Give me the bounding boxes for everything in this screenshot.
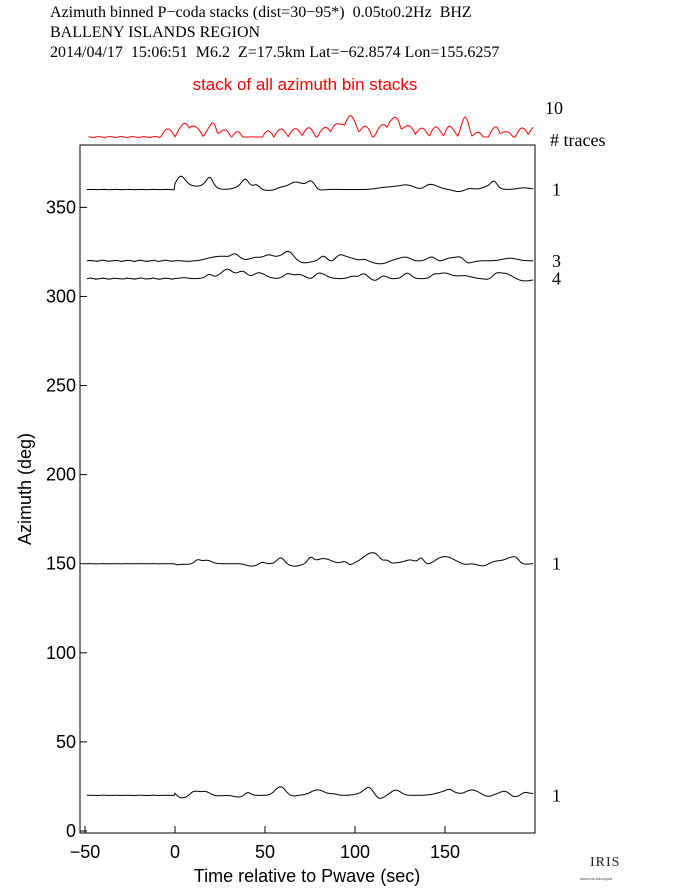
y-axis-label: Azimuth (deg): [15, 433, 35, 545]
x-axis-label: Time relative to Pwave (sec): [194, 866, 420, 886]
y-tick-label: 350: [46, 197, 76, 217]
stack-trace-group: stack of all azimuth bin stacks 10 # tra…: [88, 75, 605, 150]
chart-title-line-2: BALLENY ISLANDS REGION: [50, 24, 261, 41]
stack-count-label: 10: [545, 98, 563, 118]
trace-count-label: 1: [552, 180, 561, 200]
x-tick-label: 0: [170, 842, 180, 862]
trace-count-label: 3: [552, 251, 561, 271]
y-tick-label: 0: [66, 821, 76, 841]
x-tick-label: 150: [430, 842, 460, 862]
x-tick-label: 50: [255, 842, 275, 862]
chart-title-line-1: Azimuth binned P−coda stacks (dist=30−95…: [50, 4, 472, 21]
stack-trace: [88, 115, 534, 138]
y-tick-label: 300: [46, 286, 76, 306]
traces-header-label: # traces: [550, 130, 605, 150]
trace-lines: 1 34 1 1: [86, 175, 561, 805]
trace-count-label: 4: [552, 269, 561, 289]
y-tick-label: 250: [46, 376, 76, 396]
y-tick-label: 100: [46, 643, 76, 663]
stack-label: stack of all azimuth bin stacks: [193, 75, 418, 94]
trace-count-label: 1: [552, 554, 561, 574]
azimuth-trace: [86, 268, 534, 282]
y-tick-label: 150: [46, 554, 76, 574]
trace-count-label: 1: [552, 785, 561, 805]
chart-title-line-3: 2014/04/17 15:06:51 M6.2 Z=17.5km Lat=−6…: [50, 44, 500, 61]
azimuth-trace: [86, 250, 534, 265]
x-tick-label: −50: [70, 842, 101, 862]
y-tick-label: 50: [56, 732, 76, 752]
azimuth-trace: [86, 552, 534, 567]
azimuth-trace: [86, 175, 534, 193]
iris-logo: IRIS www.iris.edu/spud: [580, 855, 621, 881]
plot-frame: [79, 144, 536, 834]
x-tick-label: 100: [340, 842, 370, 862]
y-tick-label: 200: [46, 465, 76, 485]
azimuth-trace: [86, 786, 534, 799]
